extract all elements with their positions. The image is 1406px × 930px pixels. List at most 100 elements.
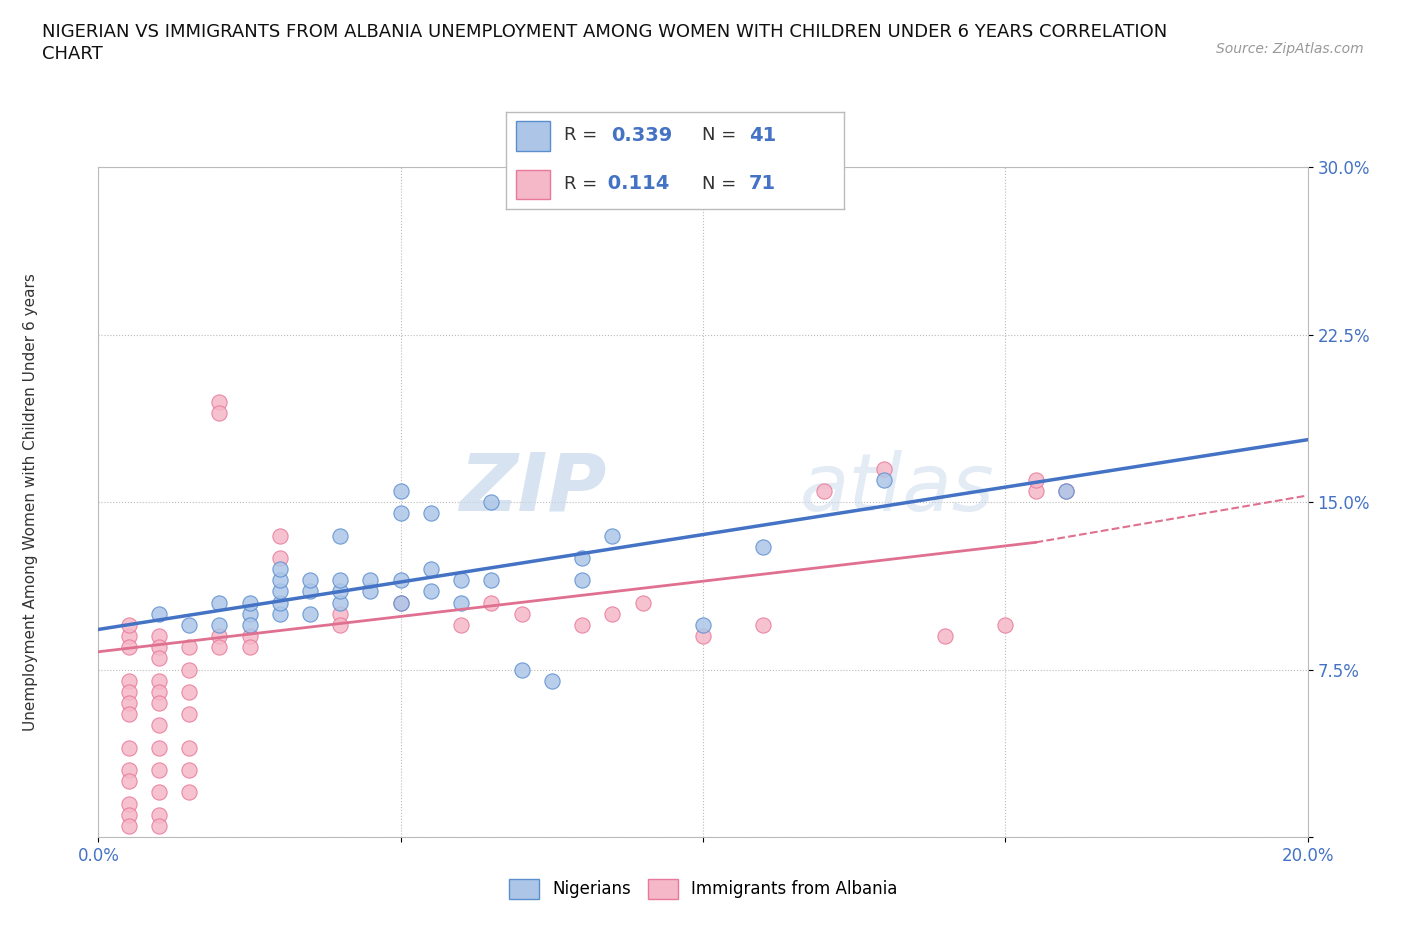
Point [873,461,896,476]
Point [148,807,170,822]
Text: 41: 41 [749,126,776,144]
Point [208,394,231,409]
Point [118,807,141,822]
Point [329,584,352,599]
Point [148,785,170,800]
Legend: Nigerians, Immigrants from Albania: Nigerians, Immigrants from Albania [502,872,904,906]
Point [571,551,593,565]
Point [299,606,322,621]
Point [631,595,654,610]
Text: N =: N = [702,175,742,193]
Point [571,618,593,632]
Point [873,472,896,487]
Point [269,562,291,577]
Point [934,629,956,644]
Text: CHART: CHART [42,45,103,62]
Point [118,629,141,644]
Point [118,696,141,711]
Text: Source: ZipAtlas.com: Source: ZipAtlas.com [1216,42,1364,56]
Point [329,573,352,588]
Point [540,673,562,688]
Point [389,595,412,610]
Point [148,629,170,644]
Point [269,584,291,599]
Point [450,573,472,588]
Text: R =: R = [564,126,603,144]
Point [208,405,231,420]
Point [269,528,291,543]
Text: R =: R = [564,175,603,193]
Point [269,606,291,621]
Point [389,484,412,498]
Point [329,606,352,621]
Point [419,506,441,521]
Point [208,629,231,644]
Point [510,606,533,621]
Bar [516,122,550,151]
Point [208,618,231,632]
Point [118,618,141,632]
Point [269,573,291,588]
Point [208,595,231,610]
Point [1024,484,1046,498]
Point [177,684,201,699]
Text: 0.114: 0.114 [600,174,669,193]
Point [389,506,412,521]
Point [148,684,170,699]
Text: Unemployment Among Women with Children Under 6 years: Unemployment Among Women with Children U… [24,273,38,731]
Text: NIGERIAN VS IMMIGRANTS FROM ALBANIA UNEMPLOYMENT AMONG WOMEN WITH CHILDREN UNDER: NIGERIAN VS IMMIGRANTS FROM ALBANIA UNEM… [42,23,1167,41]
Point [571,573,593,588]
Point [148,606,170,621]
Point [481,573,503,588]
Point [118,818,141,833]
Point [148,763,170,777]
Point [510,662,533,677]
Point [118,774,141,789]
Point [148,740,170,755]
Point [360,573,382,588]
Point [1054,484,1077,498]
Point [481,495,503,510]
Point [329,528,352,543]
Point [1054,484,1077,498]
Point [602,528,624,543]
Point [360,584,382,599]
Point [752,618,775,632]
Point [177,707,201,722]
Point [177,785,201,800]
Point [419,562,441,577]
Point [299,584,322,599]
Point [177,618,201,632]
Point [239,629,262,644]
Point [148,651,170,666]
Point [994,618,1017,632]
Point [450,595,472,610]
Point [148,696,170,711]
Point [208,640,231,655]
Point [269,595,291,610]
Point [177,640,201,655]
Bar [516,170,550,200]
Text: N =: N = [702,126,742,144]
Point [239,595,262,610]
Point [148,718,170,733]
Point [239,640,262,655]
Text: 0.339: 0.339 [610,126,672,144]
Point [389,573,412,588]
Point [419,584,441,599]
Text: ZIP: ZIP [458,450,606,528]
Point [389,595,412,610]
Point [118,707,141,722]
Text: 71: 71 [749,174,776,193]
Point [813,484,835,498]
Point [329,595,352,610]
Point [602,606,624,621]
Text: atlas: atlas [800,450,994,528]
Point [299,573,322,588]
Point [118,796,141,811]
Point [118,640,141,655]
Point [692,618,714,632]
Point [329,618,352,632]
Point [177,740,201,755]
Point [177,763,201,777]
